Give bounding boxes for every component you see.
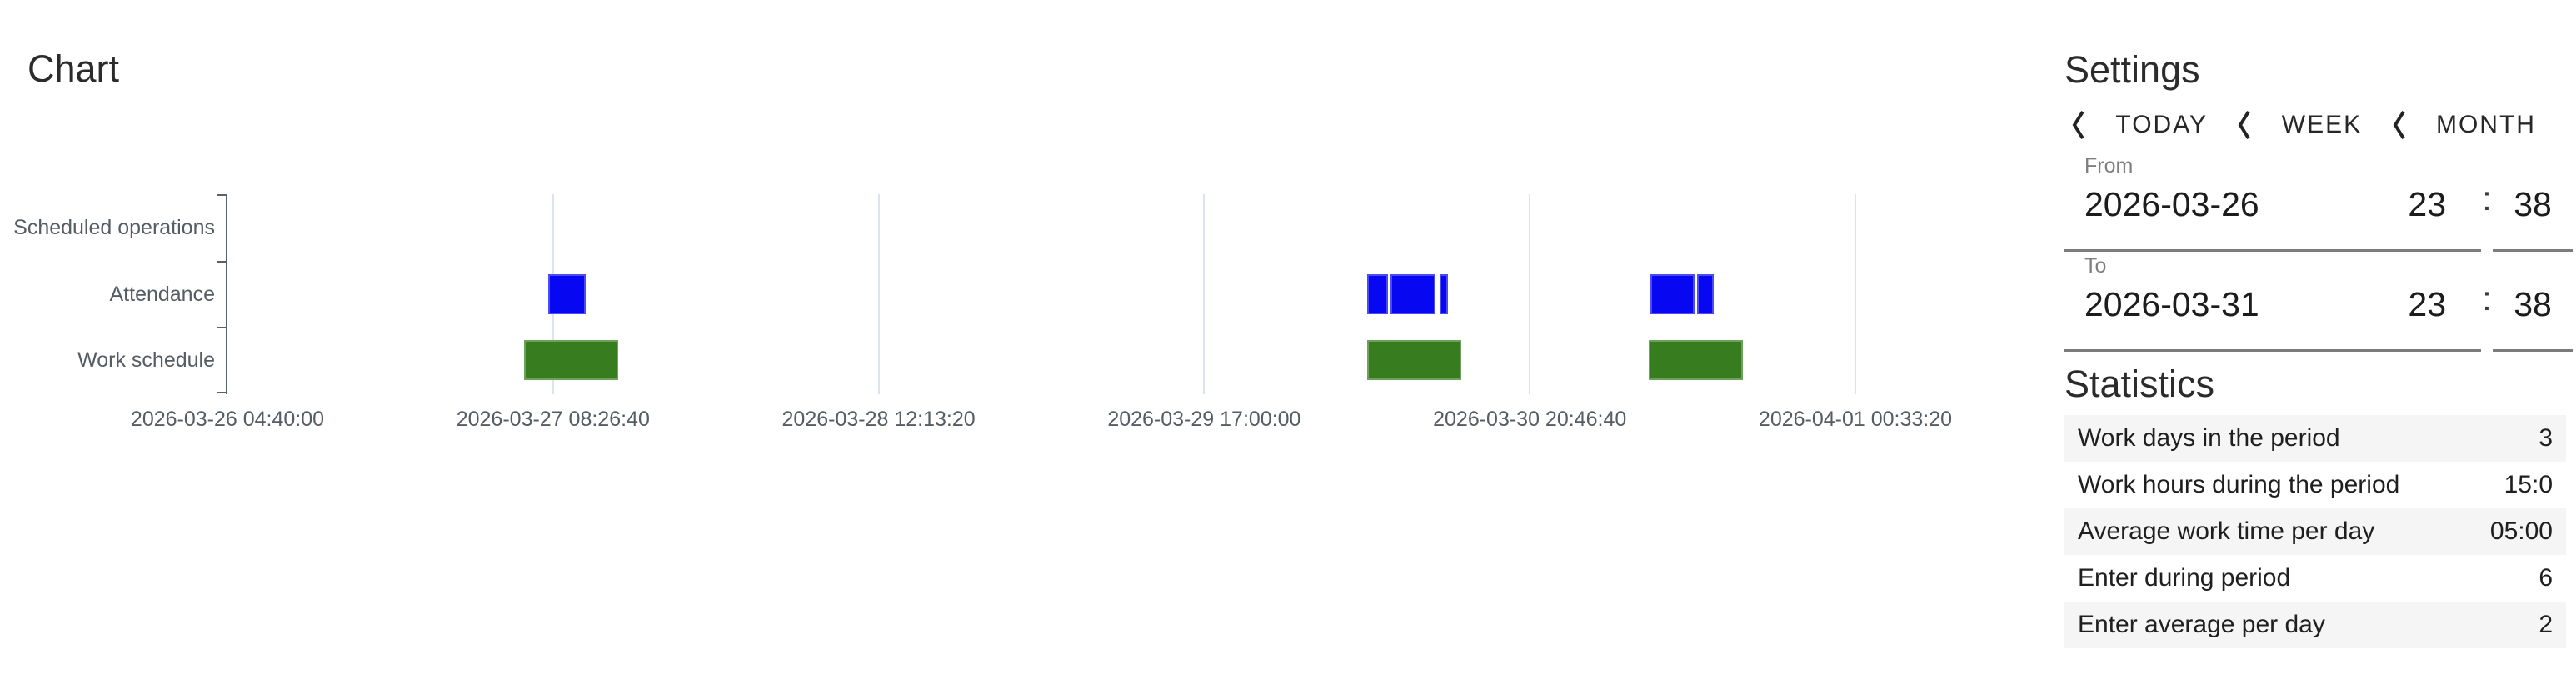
chart-panel-title: Chart [27, 48, 120, 90]
timeline-bar-work-schedule[interactable] [1366, 340, 1462, 380]
statistics-row-value: 6 [2539, 564, 2553, 592]
to-date-input[interactable]: To 2026-03-31 23 [2064, 255, 2481, 352]
statistics-row: Work days in the period 3 [2064, 415, 2566, 462]
time-gridline [1203, 194, 1206, 394]
to-minute-value: 38 [2514, 285, 2552, 323]
y-axis-tick [217, 392, 227, 393]
to-time-separator: : [2482, 279, 2492, 318]
to-field-label: To [2084, 254, 2107, 278]
timeline-bar-attendance[interactable] [1696, 274, 1714, 314]
statistics-row-label: Work hours during the period [2078, 471, 2400, 498]
x-axis-tick-label: 2026-03-28 12:13:20 [781, 408, 976, 431]
settings-panel-title: Settings [2064, 48, 2200, 91]
timeline-plot-area [217, 194, 1856, 394]
statistics-row-label: Enter average per day [2078, 611, 2325, 638]
from-datetime-field: From 2026-03-26 23 : 38 [2064, 155, 2573, 252]
statistics-row-value: 05:00 [2489, 518, 2553, 545]
statistics-row: Enter average per day 2 [2064, 602, 2566, 648]
statistics-title: Statistics [2064, 362, 2215, 405]
timeline-bar-attendance[interactable] [1366, 274, 1389, 314]
to-datetime-field: To 2026-03-31 23 : 38 [2064, 255, 2573, 352]
statistics-row-label: Work days in the period [2078, 424, 2340, 452]
from-date-value[interactable]: 2026-03-26 [2084, 185, 2259, 223]
statistics-row-label: Average work time per day [2078, 518, 2375, 545]
time-gridline [1529, 194, 1531, 394]
previous-day-button[interactable] [2068, 107, 2089, 143]
from-hour-value[interactable]: 23 [2408, 185, 2446, 223]
left-chevron-icon [2393, 110, 2405, 140]
to-minute-input[interactable]: 38 [2493, 255, 2573, 352]
statistics-row: Average work time per day 05:00 [2064, 508, 2566, 555]
y-axis-line [226, 194, 227, 394]
statistics-row-label: Enter during period [2078, 564, 2291, 592]
left-chevron-icon [2239, 110, 2251, 140]
timeline-bar-attendance[interactable] [1390, 274, 1435, 314]
x-axis-tick-label: 2026-04-01 00:33:20 [1758, 408, 1953, 431]
timeline-bar-work-schedule[interactable] [523, 340, 618, 380]
x-axis-tick-labels: 2026-03-26 04:40:00 2026-03-27 08:26:40 20… [131, 407, 1952, 432]
y-axis-tick [217, 261, 227, 262]
from-time-separator: : [2482, 179, 2492, 218]
from-minute-input[interactable]: 38 [2493, 155, 2573, 252]
statistics-row-value: 15:0 [2504, 471, 2553, 498]
x-axis-tick-label: 2026-03-26 04:40:00 [130, 408, 325, 431]
x-axis-tick-label: 2026-03-30 20:46:40 [1433, 408, 1627, 431]
timeline-row-label: Work schedule [77, 348, 215, 372]
range-selector-row: TODAY WEEK MONTH [2068, 105, 2536, 145]
range-month-button[interactable]: MONTH [2436, 107, 2536, 143]
statistics-row-value: 3 [2539, 424, 2553, 452]
time-gridline [877, 194, 880, 394]
y-axis-tick [217, 327, 227, 328]
previous-week-button[interactable] [2234, 107, 2255, 143]
time-gridline [1855, 194, 1856, 394]
to-hour-value[interactable]: 23 [2408, 285, 2446, 323]
timeline-row-label: Scheduled operations [13, 216, 215, 239]
y-axis-tick [217, 194, 227, 196]
timeline-row-labels: Scheduled operations Attendance Work sched… [0, 194, 227, 393]
timeline-bar-attendance[interactable] [1650, 274, 1695, 314]
range-today-button[interactable]: TODAY [2115, 107, 2208, 143]
left-chevron-icon [2072, 110, 2084, 140]
to-date-value[interactable]: 2026-03-31 [2084, 285, 2259, 323]
x-axis-tick-label: 2026-03-29 17:00:00 [1107, 408, 1301, 431]
statistics-table: Work days in the period 3 Work hours durin… [2064, 415, 2566, 648]
timeline-bar-work-schedule[interactable] [1648, 340, 1744, 380]
from-date-input[interactable]: From 2026-03-26 23 [2064, 155, 2481, 252]
statistics-row: Enter during period 6 [2064, 555, 2566, 602]
from-minute-value: 38 [2514, 185, 2552, 223]
timeline-bar-attendance[interactable] [547, 274, 586, 314]
previous-month-button[interactable] [2389, 107, 2410, 143]
from-field-label: From [2084, 154, 2134, 178]
range-week-button[interactable]: WEEK [2282, 107, 2362, 143]
statistics-row-value: 2 [2539, 611, 2553, 638]
timeline-bar-attendance[interactable] [1439, 274, 1449, 314]
x-axis-tick-label: 2026-03-27 08:26:40 [456, 408, 650, 431]
statistics-row: Work hours during the period 15:0 [2064, 462, 2566, 508]
timeline-row-label: Attendance [109, 282, 216, 306]
